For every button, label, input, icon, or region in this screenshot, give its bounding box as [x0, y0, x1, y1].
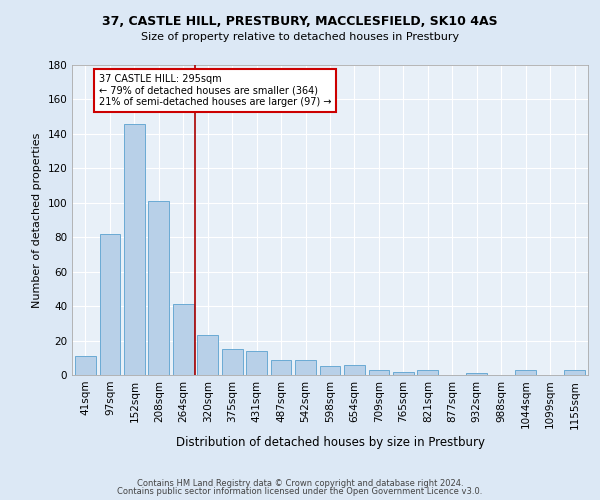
Bar: [393, 372, 414, 375]
Bar: [564, 370, 585, 375]
Text: Size of property relative to detached houses in Prestbury: Size of property relative to detached ho…: [141, 32, 459, 42]
Bar: [75, 356, 96, 375]
Bar: [368, 370, 389, 375]
Bar: [197, 336, 218, 375]
Bar: [124, 124, 145, 375]
Bar: [466, 374, 487, 375]
Bar: [271, 360, 292, 375]
Text: Contains public sector information licensed under the Open Government Licence v3: Contains public sector information licen…: [118, 487, 482, 496]
Text: 37 CASTLE HILL: 295sqm
← 79% of detached houses are smaller (364)
21% of semi-de: 37 CASTLE HILL: 295sqm ← 79% of detached…: [99, 74, 331, 107]
Y-axis label: Number of detached properties: Number of detached properties: [32, 132, 42, 308]
Text: 37, CASTLE HILL, PRESTBURY, MACCLESFIELD, SK10 4AS: 37, CASTLE HILL, PRESTBURY, MACCLESFIELD…: [102, 15, 498, 28]
Bar: [320, 366, 340, 375]
Bar: [222, 349, 242, 375]
Bar: [100, 234, 120, 375]
Bar: [418, 370, 438, 375]
Bar: [173, 304, 194, 375]
Bar: [515, 370, 536, 375]
Bar: [295, 360, 316, 375]
Bar: [344, 364, 365, 375]
Bar: [148, 201, 169, 375]
X-axis label: Distribution of detached houses by size in Prestbury: Distribution of detached houses by size …: [176, 436, 485, 448]
Bar: [246, 351, 267, 375]
Text: Contains HM Land Registry data © Crown copyright and database right 2024.: Contains HM Land Registry data © Crown c…: [137, 478, 463, 488]
